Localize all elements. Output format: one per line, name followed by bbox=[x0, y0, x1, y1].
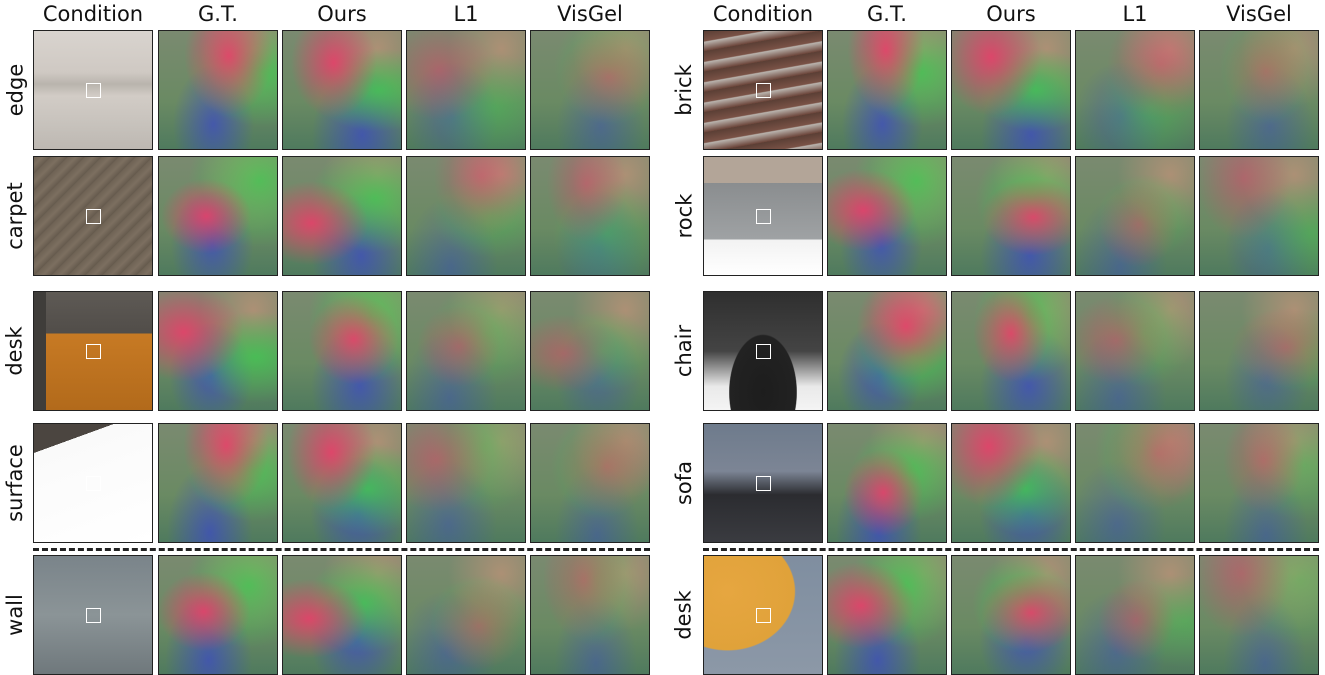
right-condition-image-2 bbox=[703, 291, 823, 411]
left-condition-image-4 bbox=[33, 555, 153, 675]
left-tactile-image-1-1 bbox=[158, 156, 278, 276]
right-tactile-image-0-3 bbox=[1075, 30, 1195, 150]
left-condition-image-3 bbox=[33, 423, 153, 543]
touch-location-marker bbox=[756, 209, 771, 224]
right-header-4: VisGel bbox=[1226, 2, 1292, 26]
left-tactile-image-1-2 bbox=[282, 156, 402, 276]
right-tactile-image-3-1 bbox=[827, 423, 947, 543]
right-row-label-4: desk bbox=[669, 555, 699, 675]
touch-location-marker bbox=[756, 608, 771, 623]
right-tactile-image-4-4 bbox=[1199, 555, 1319, 675]
right-row-label-text: desk bbox=[672, 590, 697, 640]
right-header-1: G.T. bbox=[867, 2, 907, 26]
left-row-label-0: edge bbox=[0, 30, 30, 150]
right-tactile-image-2-3 bbox=[1075, 291, 1195, 411]
left-tactile-image-4-4 bbox=[530, 555, 650, 675]
right-tactile-image-1-1 bbox=[827, 156, 947, 276]
left-header-3: L1 bbox=[453, 2, 479, 26]
left-header-1: G.T. bbox=[198, 2, 238, 26]
right-tactile-image-2-2 bbox=[951, 291, 1071, 411]
touch-location-marker bbox=[86, 608, 101, 623]
right-row-label-text: rock bbox=[672, 193, 697, 239]
left-tactile-image-2-3 bbox=[406, 291, 526, 411]
right-tactile-image-0-2 bbox=[951, 30, 1071, 150]
left-row-label-4: wall bbox=[0, 555, 30, 675]
right-tactile-image-1-4 bbox=[1199, 156, 1319, 276]
right-row-label-2: chair bbox=[669, 291, 699, 411]
touch-location-marker bbox=[756, 476, 771, 491]
right-condition-image-3 bbox=[703, 423, 823, 543]
touch-location-marker bbox=[86, 476, 101, 491]
right-tactile-image-1-3 bbox=[1075, 156, 1195, 276]
left-tactile-image-2-4 bbox=[530, 291, 650, 411]
right-row-label-text: brick bbox=[672, 64, 697, 116]
right-tactile-image-4-1 bbox=[827, 555, 947, 675]
left-tactile-image-3-1 bbox=[158, 423, 278, 543]
left-tactile-image-2-1 bbox=[158, 291, 278, 411]
left-tactile-image-0-2 bbox=[282, 30, 402, 150]
right-row-label-3: sofa bbox=[669, 423, 699, 543]
left-row-label-3: surface bbox=[0, 423, 30, 543]
right-condition-image-1 bbox=[703, 156, 823, 276]
left-header-4: VisGel bbox=[557, 2, 623, 26]
touch-location-marker bbox=[86, 83, 101, 98]
right-tactile-image-4-3 bbox=[1075, 555, 1195, 675]
left-tactile-image-2-2 bbox=[282, 291, 402, 411]
touch-location-marker bbox=[86, 344, 101, 359]
left-tactile-image-1-4 bbox=[530, 156, 650, 276]
left-tactile-image-0-3 bbox=[406, 30, 526, 150]
right-tactile-image-2-4 bbox=[1199, 291, 1319, 411]
separator-line-1 bbox=[703, 548, 1319, 551]
left-tactile-image-4-2 bbox=[282, 555, 402, 675]
right-tactile-image-1-2 bbox=[951, 156, 1071, 276]
left-row-label-text: wall bbox=[3, 594, 27, 636]
right-row-label-0: brick bbox=[669, 30, 699, 150]
left-tactile-image-3-4 bbox=[530, 423, 650, 543]
right-header-2: Ours bbox=[986, 2, 1036, 26]
right-row-label-text: sofa bbox=[672, 460, 696, 506]
left-condition-image-0 bbox=[33, 30, 153, 150]
left-condition-image-1 bbox=[33, 156, 153, 276]
left-condition-image-2 bbox=[33, 291, 153, 411]
left-row-label-text: carpet bbox=[3, 182, 28, 250]
left-row-label-text: surface bbox=[3, 444, 27, 522]
right-tactile-image-3-4 bbox=[1199, 423, 1319, 543]
right-tactile-image-0-4 bbox=[1199, 30, 1319, 150]
left-tactile-image-4-1 bbox=[158, 555, 278, 675]
right-header-3: L1 bbox=[1122, 2, 1148, 26]
left-header-0: Condition bbox=[42, 2, 144, 26]
right-row-label-text: chair bbox=[672, 324, 697, 378]
right-condition-image-0 bbox=[703, 30, 823, 150]
right-condition-image-4 bbox=[703, 555, 823, 675]
touch-location-marker bbox=[756, 83, 771, 98]
left-tactile-image-1-3 bbox=[406, 156, 526, 276]
left-tactile-image-4-3 bbox=[406, 555, 526, 675]
separator-line-0 bbox=[33, 548, 650, 551]
right-tactile-image-4-2 bbox=[951, 555, 1071, 675]
left-row-label-text: desk bbox=[3, 326, 28, 376]
touch-location-marker bbox=[756, 344, 771, 359]
right-tactile-image-2-1 bbox=[827, 291, 947, 411]
left-tactile-image-0-4 bbox=[530, 30, 650, 150]
left-row-label-text: edge bbox=[3, 63, 27, 117]
right-tactile-image-3-3 bbox=[1075, 423, 1195, 543]
left-tactile-image-0-1 bbox=[158, 30, 278, 150]
left-header-2: Ours bbox=[317, 2, 367, 26]
touch-location-marker bbox=[86, 209, 101, 224]
right-row-label-1: rock bbox=[669, 156, 699, 276]
left-row-label-1: carpet bbox=[0, 156, 30, 276]
left-tactile-image-3-3 bbox=[406, 423, 526, 543]
left-tactile-image-3-2 bbox=[282, 423, 402, 543]
right-header-0: Condition bbox=[712, 2, 814, 26]
left-row-label-2: desk bbox=[0, 291, 30, 411]
right-tactile-image-0-1 bbox=[827, 30, 947, 150]
right-tactile-image-3-2 bbox=[951, 423, 1071, 543]
